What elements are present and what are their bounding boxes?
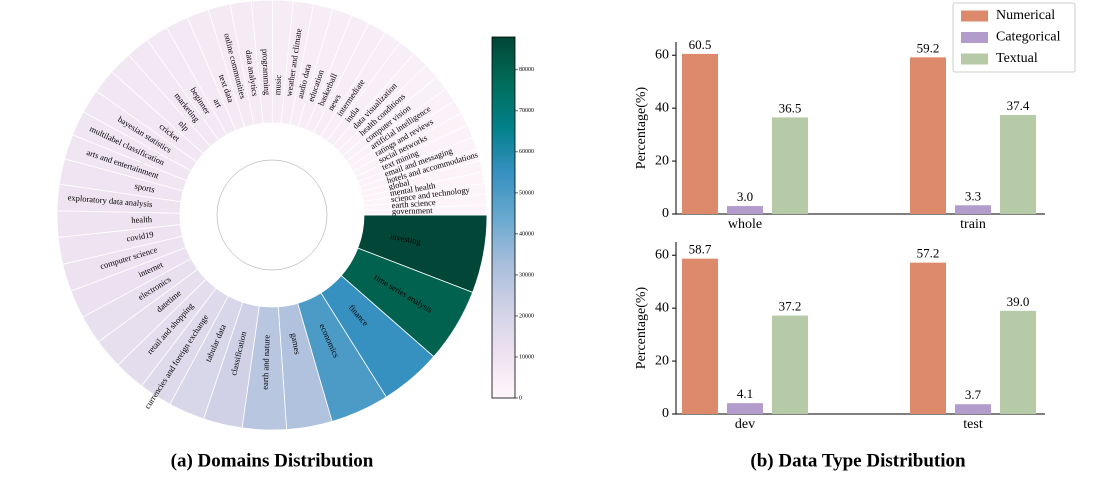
inner-ring — [216, 159, 328, 271]
wedge-label: government — [392, 205, 433, 216]
bar — [910, 262, 946, 414]
legend-swatch — [961, 32, 988, 43]
colorbar-tick-label: 70000 — [519, 108, 534, 114]
bar — [910, 57, 946, 215]
legend-label: Numerical — [996, 8, 1055, 23]
value-label: 58.7 — [689, 242, 712, 257]
legend-swatch — [961, 53, 988, 65]
x-tick-label: whole — [728, 217, 762, 232]
bar — [955, 205, 991, 214]
value-label: 59.2 — [917, 40, 940, 55]
colorbar-tick-label: 10000 — [519, 354, 534, 360]
value-label: 3.7 — [965, 387, 982, 402]
value-label: 60.5 — [689, 37, 712, 52]
value-label: 39.0 — [1007, 294, 1030, 309]
x-tick-label: dev — [735, 417, 755, 432]
colorbar — [491, 36, 516, 399]
bar — [727, 206, 763, 214]
bar — [772, 315, 808, 414]
bar — [772, 117, 808, 214]
value-label: 37.4 — [1007, 98, 1030, 113]
y-tick-label: 0 — [662, 406, 669, 421]
y-tick-label: 60 — [655, 47, 669, 62]
wedge-label: games — [289, 332, 303, 355]
wedge-label: sports — [134, 181, 156, 195]
colorbar-tick-label: 50000 — [519, 190, 534, 196]
bar — [682, 53, 718, 215]
value-label: 4.1 — [737, 386, 753, 401]
wedge-label: health — [131, 214, 153, 225]
colorbar-tick-label: 60000 — [519, 149, 534, 155]
bar — [1000, 310, 1036, 414]
wedge-label: earth and nature — [260, 334, 272, 389]
x-tick-label: test — [963, 417, 983, 432]
chart-title: (a) Domains Distribution — [171, 450, 374, 471]
bar — [1000, 115, 1036, 214]
y-tick-label: 40 — [655, 300, 669, 315]
wedge-label: covid19 — [126, 229, 155, 243]
y-tick-label: 60 — [655, 247, 669, 262]
bar — [955, 404, 991, 414]
colorbar-tick-label: 40000 — [519, 231, 534, 237]
chart-title: (b) Data Type Distribution — [750, 450, 966, 471]
colorbar-tick-label: 80000 — [519, 67, 534, 73]
colorbar-tick-label: 30000 — [519, 272, 534, 278]
value-label: 3.0 — [737, 189, 753, 204]
y-tick-label: 20 — [655, 153, 669, 168]
y-tick-label: 40 — [655, 100, 669, 115]
colorbar-tick-label: 20000 — [519, 313, 534, 319]
legend-label: Textual — [996, 51, 1038, 66]
y-axis-label: Percentage(%) — [634, 286, 649, 369]
wedge-label: earth science — [391, 197, 436, 210]
value-label: 37.2 — [779, 299, 802, 314]
y-tick-label: 0 — [662, 206, 669, 221]
y-tick-label: 20 — [655, 353, 669, 368]
wedge — [363, 204, 488, 216]
legend-swatch — [961, 10, 988, 22]
bar — [682, 258, 718, 414]
colorbar-tick-label: 0 — [519, 395, 522, 401]
wedge-label: music — [272, 74, 283, 95]
value-label: 3.3 — [965, 188, 981, 203]
value-label: 57.2 — [917, 246, 940, 261]
wedge-label: programming — [260, 49, 272, 96]
legend-label: Categorical — [996, 30, 1061, 45]
value-label: 36.5 — [779, 100, 802, 115]
bar — [727, 403, 763, 414]
x-tick-label: train — [960, 217, 986, 232]
y-axis-label: Percentage(%) — [634, 86, 649, 169]
